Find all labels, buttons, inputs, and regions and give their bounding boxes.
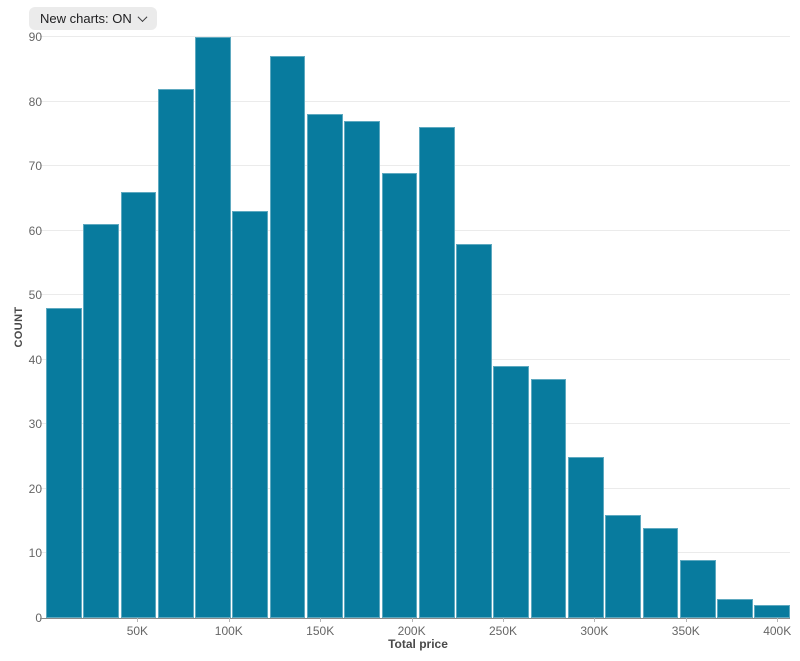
x-tick-mark-300K (594, 618, 596, 622)
histogram-bar-6[interactable] (232, 211, 269, 618)
y-tick-label-80: 80 (28, 94, 42, 109)
gridline-90 (40, 36, 790, 37)
x-tick-label-200K: 200K (397, 624, 426, 638)
bars-layer (46, 37, 791, 618)
x-tick-mark-150K (320, 618, 322, 622)
plot-area: 0 10 20 30 40 50 60 70 80 90 50K 100K 150K 200K 250K 3… (29, 30, 792, 638)
y-tick-label-10: 10 (28, 546, 42, 561)
histogram-bar-2[interactable] (83, 224, 120, 618)
histogram-bar-18[interactable] (679, 559, 716, 618)
histogram-bar-16[interactable] (605, 514, 641, 618)
x-axis-line (40, 618, 790, 619)
x-tick-mark-400K (777, 618, 779, 622)
histogram-bar-3[interactable] (120, 191, 157, 618)
x-tick-label-250K: 250K (488, 624, 518, 638)
y-tick-label-30: 30 (28, 417, 42, 432)
histogram-bar-11[interactable] (418, 127, 455, 618)
histogram-bar-19[interactable] (717, 598, 753, 618)
y-tick-label-50: 50 (28, 288, 42, 303)
histogram-bar-10[interactable] (381, 172, 418, 618)
histogram-bar-14[interactable] (530, 379, 567, 618)
histogram-bar-15[interactable] (567, 456, 604, 618)
y-tick-label-40: 40 (28, 352, 42, 367)
x-tick-label-100K: 100K (214, 624, 243, 638)
histogram-bar-1[interactable] (46, 308, 82, 618)
x-tick-mark-350K (685, 618, 687, 622)
x-tick-mark-50K (137, 618, 139, 622)
histogram-bar-12[interactable] (456, 243, 492, 618)
x-axis-title: Total price (388, 637, 448, 651)
histogram-bar-7[interactable] (269, 56, 306, 618)
new-charts-toggle-label: New charts: ON (40, 11, 132, 26)
y-tick-label-60: 60 (28, 223, 42, 238)
x-tick-label-50K: 50K (126, 624, 149, 638)
x-tick-label-150K: 150K (306, 624, 335, 638)
x-tick-label-400K: 400K (763, 624, 792, 638)
gridline-70 (40, 165, 790, 167)
y-tick-label-0: 0 (35, 611, 42, 625)
x-tick-mark-250K (503, 618, 504, 622)
histogram-bar-9[interactable] (344, 120, 381, 618)
x-tick-label-350K: 350K (671, 624, 700, 638)
y-tick-label-20: 20 (28, 481, 42, 496)
y-axis-title: COUNT (13, 306, 25, 348)
x-tick-mark-200K (411, 618, 413, 622)
x-tick-label-300K: 300K (580, 624, 609, 638)
chevron-down-icon (137, 12, 148, 23)
y-tick-label-70: 70 (28, 159, 42, 174)
histogram-bar-17[interactable] (642, 527, 679, 618)
y-tick-label-90: 90 (28, 30, 42, 44)
histogram-bar-20[interactable] (754, 605, 791, 618)
histogram-bar-4[interactable] (157, 88, 194, 618)
new-charts-toggle[interactable]: New charts: ON (29, 7, 157, 30)
x-tick-mark-100K (228, 618, 230, 622)
histogram-bar-5[interactable] (195, 37, 231, 618)
histogram-bar-8[interactable] (306, 114, 343, 618)
gridline-80 (40, 100, 790, 102)
histogram-bar-13[interactable] (493, 366, 530, 618)
